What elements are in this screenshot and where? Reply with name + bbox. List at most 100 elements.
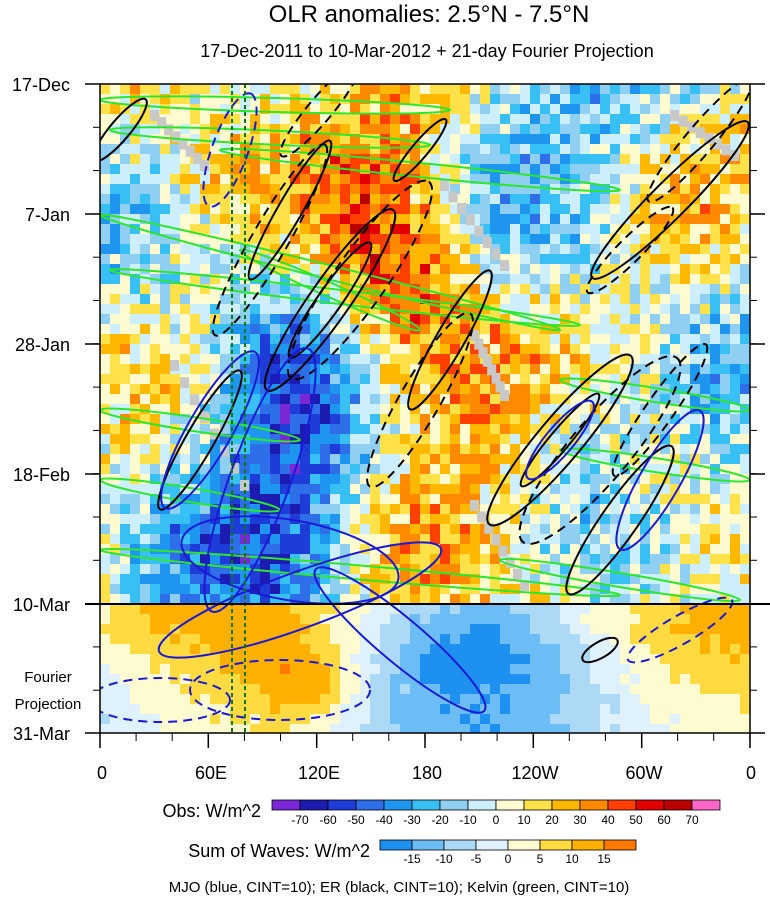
projection-cell [350, 694, 361, 705]
obs-cell [520, 424, 531, 435]
obs-cell [260, 584, 271, 595]
obs-cell [330, 234, 341, 245]
obs-cell [570, 504, 581, 515]
projection-cell [420, 694, 431, 705]
projection-cell [690, 634, 701, 645]
projection-cell [450, 604, 461, 615]
projection-cell [340, 654, 351, 665]
obs-cell [120, 164, 131, 175]
projection-cell [470, 724, 481, 733]
projection-cell [700, 644, 711, 655]
projection-cell [700, 694, 711, 705]
obs-cell [450, 294, 461, 305]
obs-cell [720, 444, 731, 455]
obs-cell [530, 534, 541, 545]
obs-cell [210, 144, 221, 155]
obs-cell [610, 484, 621, 495]
missing-patch [474, 225, 484, 237]
obs-cell [140, 154, 151, 165]
obs-cell [450, 284, 461, 295]
er-contour [565, 444, 675, 596]
projection-cell [450, 724, 461, 733]
obs-cell [130, 304, 141, 315]
obs-cell [300, 424, 311, 435]
obs-cell [350, 454, 361, 465]
obs-cell [710, 184, 721, 195]
obs-cell [170, 504, 181, 515]
obs-cell [360, 124, 371, 135]
obs-cell [180, 454, 191, 465]
obs-cell [500, 194, 511, 205]
obs-cell [110, 364, 121, 375]
obs-cell [640, 204, 651, 215]
obs-cell [560, 134, 571, 145]
obs-cell [150, 244, 161, 255]
obs-cell [470, 84, 481, 95]
obs-cell [320, 494, 331, 505]
obs-cell [670, 584, 681, 595]
obs-cell [690, 564, 701, 575]
obs-cell [430, 314, 441, 325]
projection-cell [480, 634, 491, 645]
obs-cell [180, 214, 191, 225]
obs-cell [290, 224, 301, 235]
obs-cell [140, 514, 151, 525]
projection-cell [710, 634, 721, 645]
obs-cell [220, 314, 231, 325]
projection-cell [410, 684, 421, 695]
projection-cell [440, 604, 451, 615]
projection-cell [490, 674, 501, 685]
obs-cell [740, 184, 750, 195]
colorbar-tick-label: 10 [565, 852, 579, 866]
projection-cell [170, 634, 181, 645]
obs-cell [630, 274, 641, 285]
obs-cell [440, 374, 451, 385]
obs-cell [270, 454, 281, 465]
projection-cell [600, 614, 611, 625]
obs-cell [570, 224, 581, 235]
obs-cell [470, 254, 481, 265]
obs-cell [620, 294, 631, 305]
obs-cell [120, 234, 131, 245]
obs-cell [480, 544, 491, 555]
obs-cell [710, 314, 721, 325]
obs-cell [110, 214, 121, 225]
obs-cell [460, 584, 471, 595]
projection-cell [490, 714, 501, 725]
obs-cell [180, 164, 191, 175]
obs-cell [200, 464, 211, 475]
obs-cell [640, 264, 651, 275]
obs-cell [540, 444, 551, 455]
obs-cell [710, 114, 721, 125]
obs-cell [470, 214, 481, 225]
obs-cell [100, 364, 111, 375]
projection-cell [700, 624, 711, 635]
obs-cell [220, 214, 231, 225]
obs-cell [130, 224, 141, 235]
obs-cell [390, 354, 401, 365]
obs-cell [110, 254, 121, 265]
obs-cell [180, 184, 191, 195]
obs-cell [230, 214, 241, 225]
obs-cell [380, 364, 391, 375]
obs-cell [480, 114, 491, 125]
obs-cell [190, 464, 201, 475]
projection-cell [100, 634, 111, 645]
obs-cell [740, 344, 750, 355]
obs-cell [490, 274, 501, 285]
obs-cell [300, 574, 311, 585]
projection-cell [290, 664, 301, 675]
obs-cell [260, 174, 271, 185]
obs-cell [300, 214, 311, 225]
obs-cell [670, 454, 681, 465]
obs-cell [460, 214, 471, 225]
obs-cell [680, 424, 691, 435]
obs-cell [700, 104, 711, 115]
projection-cell [680, 634, 691, 645]
projection-cell [690, 614, 701, 625]
obs-cell [710, 434, 721, 445]
obs-cell [580, 484, 591, 495]
obs-cell [170, 344, 181, 355]
obs-cell [380, 594, 391, 604]
obs-cell [230, 544, 241, 555]
